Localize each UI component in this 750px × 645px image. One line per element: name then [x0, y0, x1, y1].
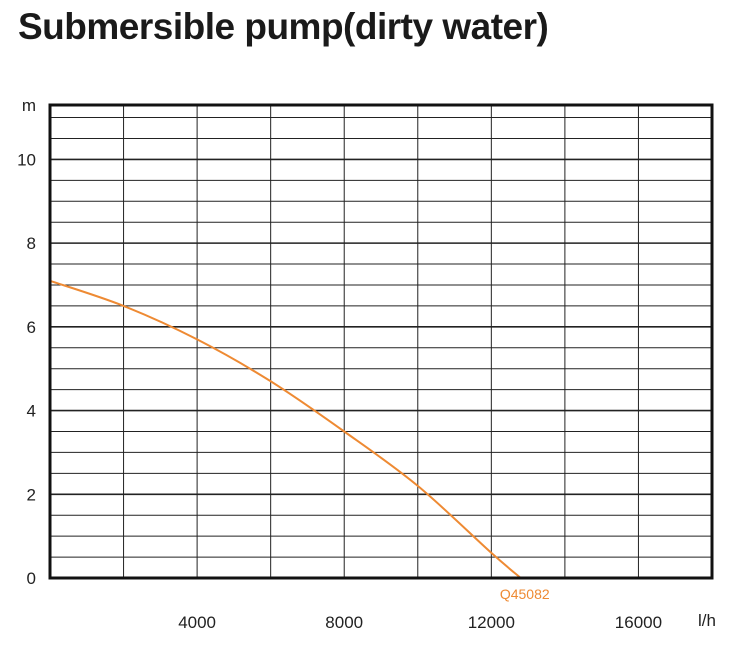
y-tick-label: 10 — [17, 150, 36, 169]
y-tick-label: 0 — [27, 569, 36, 588]
x-tick-label: 16000 — [615, 613, 662, 632]
y-tick-label: 6 — [27, 318, 36, 337]
y-tick-labels: 0 2 4 6 8 10 — [17, 150, 36, 588]
series-label: Q45082 — [500, 586, 550, 602]
x-tick-label: 8000 — [325, 613, 363, 632]
x-tick-label: 12000 — [468, 613, 515, 632]
series-line-Q45082 — [49, 279, 522, 579]
y-tick-label: 2 — [27, 485, 36, 504]
axis-unit-labels: m l/h — [22, 96, 716, 630]
plot-frame — [48, 103, 714, 580]
x-unit-label: l/h — [698, 611, 716, 630]
grid-layer — [50, 105, 712, 578]
series-layer: Q45082 — [49, 279, 550, 602]
x-tick-label: 4000 — [178, 613, 216, 632]
y-tick-label: 8 — [27, 234, 36, 253]
chart-title: Submersible pump(dirty water) — [18, 6, 549, 47]
x-tick-labels: 4000 8000 12000 16000 — [178, 613, 662, 632]
y-unit-label: m — [22, 96, 36, 115]
y-tick-label: 4 — [27, 402, 36, 421]
